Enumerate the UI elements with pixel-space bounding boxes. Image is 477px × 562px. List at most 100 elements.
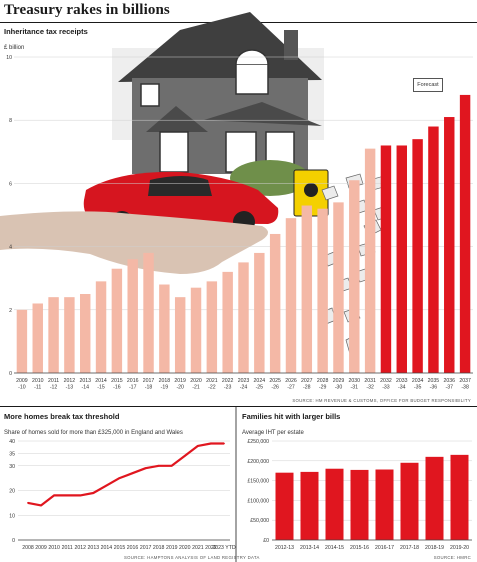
chart1-bar	[159, 284, 170, 373]
chart1-x-tick: 2034 -35	[412, 378, 424, 391]
chart1-bar	[48, 297, 59, 373]
chart3-bar	[375, 469, 394, 540]
chart1-bar	[238, 262, 249, 373]
chart2-point	[27, 501, 29, 504]
chart1-source: SOURCE: HM REVENUE & CUSTOMS, OFFICE FOR…	[292, 398, 471, 403]
chart1-x-tick: 2023 -24	[238, 378, 250, 391]
chart2-point	[210, 442, 212, 445]
chart1-x-tick: 2031 -32	[364, 378, 376, 391]
chart1-x-tick: 2011 -12	[48, 378, 59, 391]
chart1-x-tick: 2033 -34	[396, 378, 408, 391]
chart1-bar	[301, 205, 313, 373]
chart1-x-tick: 2036 -37	[443, 378, 455, 391]
chart2-y-tick: 20	[9, 489, 15, 495]
chart1-bar	[64, 297, 75, 373]
chart2-point	[144, 467, 147, 470]
chart1-x-tick: 2017 -18	[143, 378, 155, 391]
chart1-bar	[32, 303, 43, 373]
chart1-bar	[206, 281, 218, 373]
chart1-x-tick: 2018 -19	[159, 378, 171, 391]
chart1-bar	[285, 218, 297, 373]
chart1-x-tick: 2013 -14	[79, 378, 91, 391]
section-rule	[0, 406, 477, 407]
chart3-bar	[425, 456, 444, 540]
chart2-x-tick: 2020	[179, 545, 191, 551]
chart1-x-tick: 2030 -31	[349, 378, 361, 391]
chart3-bar	[450, 454, 469, 540]
chart3-bar	[350, 469, 369, 540]
chart1-bar	[143, 252, 154, 373]
chart3-bar	[400, 462, 419, 540]
chart2-point	[53, 494, 56, 497]
chart2-point	[183, 454, 186, 457]
chart1-y-tick: 6	[9, 181, 12, 187]
chart2-point	[170, 464, 173, 467]
chart1-bar	[111, 268, 123, 373]
chart3-x-tick: 2015-16	[350, 545, 369, 551]
chart2-x-tick: 2011	[62, 545, 73, 551]
chart1-x-tick: 2022 -23	[222, 378, 234, 391]
chart1-ylabel: £ billion	[4, 45, 25, 51]
chart1-title: Inheritance tax receipts	[4, 27, 88, 36]
chart1-x-tick: 2010 -11	[32, 378, 44, 391]
chart1-x-tick: 2029 -30	[333, 378, 345, 391]
chart1-x-tick: 2024 -25	[254, 378, 266, 391]
chart1-x-tick: 2028 -29	[317, 378, 329, 391]
chart2-y-tick: 10	[9, 513, 15, 519]
chart2-x-tick: 2018	[153, 545, 165, 551]
chart3-x-tick: 2017-18	[400, 545, 419, 551]
chart2-x-tick: 2013	[88, 545, 100, 551]
chart1-bar	[380, 145, 392, 373]
chart1-x-tick: 2037 -38	[459, 378, 471, 391]
chart2-source: SOURCE: HAMPTONS ANALYSIS OF LAND REGIST…	[124, 555, 260, 560]
chart1-x-tick: 2020 -21	[190, 378, 202, 391]
chart3-bar	[325, 468, 344, 540]
chart2-x-tick: 2010	[48, 545, 60, 551]
chart1-bar	[428, 126, 439, 374]
chart1-y-tick: 4	[9, 245, 12, 251]
chart1-bar	[222, 271, 233, 373]
chart2-series-line	[27, 442, 224, 507]
chart2-subtitle: Share of homes sold for more than £325,0…	[4, 430, 183, 436]
chart2-y-tick: 35	[9, 451, 15, 457]
chart2-x-tick: 2009	[35, 545, 47, 551]
chart1-x-tick: 2035 -36	[428, 378, 440, 391]
chart1-bar	[254, 252, 265, 373]
chart1-x-tick: 2009 -10	[16, 378, 28, 391]
chart1-x-tick: 2012 -13	[64, 378, 76, 391]
chart3-source: SOURCE: HMRC	[433, 555, 471, 560]
chart3-bar	[275, 472, 294, 540]
chart1-bar	[333, 202, 344, 373]
chart2-point	[79, 494, 82, 497]
chart1-bar	[317, 208, 328, 373]
chart1-bar	[127, 259, 138, 373]
forecast-label: Forecast	[413, 78, 443, 92]
chart1-y-tick: 2	[9, 308, 12, 314]
chart3-y-tick: £250,000	[247, 439, 269, 445]
chart2-y-tick: 30	[9, 464, 15, 470]
chart2-point	[40, 504, 42, 507]
chart1-bar	[190, 287, 202, 373]
chart1-x-tick: 2021 -22	[206, 378, 218, 391]
chart3-x-tick: 2013-14	[300, 545, 319, 551]
chart2-point	[157, 464, 160, 467]
chart2-point	[196, 445, 199, 447]
chart1-x-tick: 2015 -16	[111, 378, 123, 391]
chart3-y-tick: £150,000	[247, 479, 269, 485]
chart3-x-tick: 2016-17	[375, 545, 394, 551]
chart2-y-tick: 0	[12, 538, 15, 544]
chart3-y-tick: £0	[263, 538, 269, 544]
chart2-point	[92, 492, 95, 494]
chart1-x-tick: 2026 -27	[285, 378, 297, 391]
chart2-point	[118, 477, 121, 480]
chart1-y-tick: 0	[9, 371, 12, 377]
chart2-x-tick: 2017	[140, 545, 152, 551]
chart2-x-tick: 2019	[166, 545, 178, 551]
chart3-x-tick: 2014-15	[325, 545, 344, 551]
chart2-x-tick: 2023 YTD	[212, 545, 236, 551]
chart1-bar	[349, 180, 360, 373]
page-title: Treasury rakes in billions	[4, 2, 170, 18]
chart2-y-tick: 40	[9, 439, 15, 445]
chart1-x-tick: 2027 -28	[301, 378, 313, 391]
